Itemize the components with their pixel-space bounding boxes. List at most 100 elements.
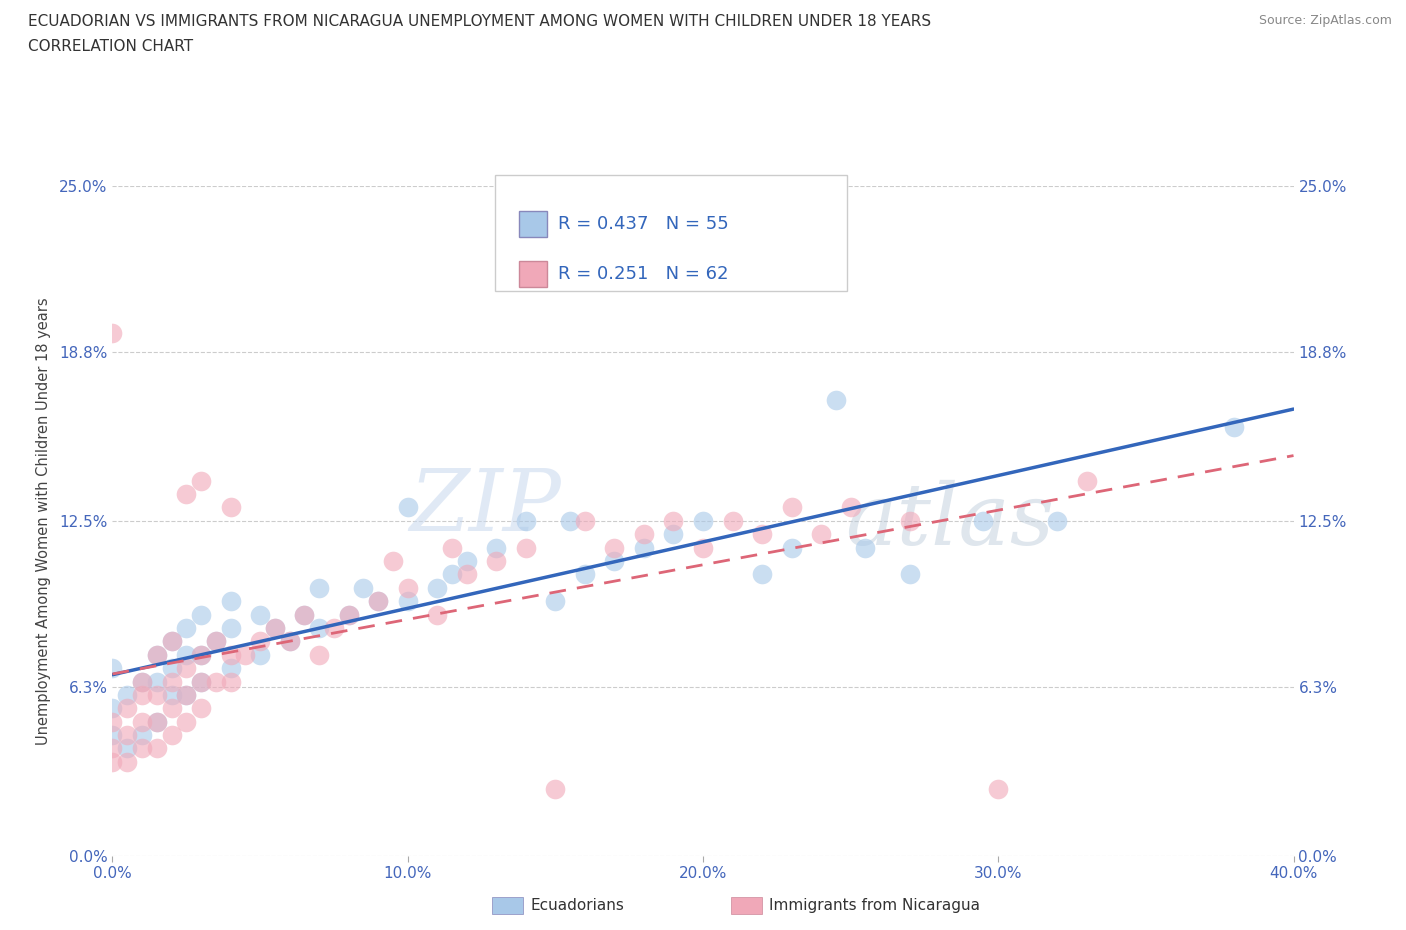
Point xyxy=(485,553,508,568)
Point xyxy=(544,781,567,796)
Point xyxy=(249,634,271,649)
Point xyxy=(146,647,169,662)
Point xyxy=(544,593,567,608)
Point xyxy=(352,580,374,595)
Point xyxy=(780,500,803,515)
Point xyxy=(973,513,995,528)
Point xyxy=(574,567,596,582)
Point xyxy=(264,620,287,635)
Point xyxy=(205,634,228,649)
Point xyxy=(249,647,271,662)
Point xyxy=(662,526,685,541)
Point xyxy=(160,701,183,716)
Text: R = 0.437   N = 55: R = 0.437 N = 55 xyxy=(558,216,730,233)
Point xyxy=(190,647,212,662)
Text: CORRELATION CHART: CORRELATION CHART xyxy=(28,39,193,54)
Point xyxy=(131,727,153,742)
Point xyxy=(101,326,124,340)
Point xyxy=(692,540,714,555)
Point xyxy=(190,607,212,622)
Point xyxy=(367,593,389,608)
Point xyxy=(721,513,744,528)
Point xyxy=(337,607,360,622)
Point xyxy=(662,513,685,528)
Point xyxy=(101,701,124,716)
Point xyxy=(117,687,138,702)
Point xyxy=(1076,473,1098,488)
Point xyxy=(146,674,169,689)
Text: R = 0.251   N = 62: R = 0.251 N = 62 xyxy=(558,265,728,283)
Point xyxy=(101,727,124,742)
Point xyxy=(633,540,655,555)
Point xyxy=(264,620,287,635)
Point xyxy=(174,714,197,729)
Point xyxy=(174,647,197,662)
Point xyxy=(117,754,138,769)
Point xyxy=(367,593,389,608)
Point xyxy=(987,781,1010,796)
Point xyxy=(456,553,478,568)
Point xyxy=(337,607,360,622)
Point xyxy=(292,607,315,622)
Point xyxy=(131,674,153,689)
Point xyxy=(233,647,256,662)
Point xyxy=(692,513,714,528)
Point xyxy=(323,620,346,635)
Point xyxy=(190,674,212,689)
Point xyxy=(117,727,138,742)
Point xyxy=(190,473,212,488)
Point xyxy=(146,741,169,756)
Point xyxy=(101,741,124,756)
Point xyxy=(101,660,124,675)
Point xyxy=(396,580,419,595)
Point xyxy=(117,701,138,716)
Point xyxy=(190,701,212,716)
Point xyxy=(810,526,832,541)
Point xyxy=(174,687,197,702)
Point xyxy=(146,714,169,729)
Point xyxy=(146,647,169,662)
Point xyxy=(1223,419,1246,434)
Point xyxy=(780,540,803,555)
Text: Immigrants from Nicaragua: Immigrants from Nicaragua xyxy=(769,898,980,913)
Point xyxy=(515,540,537,555)
Point xyxy=(131,687,153,702)
Point xyxy=(633,526,655,541)
Point xyxy=(515,513,537,528)
Point xyxy=(278,634,301,649)
Point xyxy=(101,714,124,729)
Point xyxy=(456,567,478,582)
Point xyxy=(308,580,330,595)
Point xyxy=(751,567,773,582)
Y-axis label: Unemployment Among Women with Children Under 18 years: Unemployment Among Women with Children U… xyxy=(37,297,51,745)
Point xyxy=(174,660,197,675)
Point xyxy=(603,553,626,568)
Point xyxy=(160,674,183,689)
Point xyxy=(441,540,464,555)
Point xyxy=(131,741,153,756)
Point xyxy=(396,593,419,608)
Point xyxy=(146,687,169,702)
Point xyxy=(131,674,153,689)
Point xyxy=(898,513,921,528)
Point xyxy=(146,714,169,729)
Point xyxy=(205,674,228,689)
Point xyxy=(1046,513,1069,528)
Point xyxy=(426,580,449,595)
Point xyxy=(249,607,271,622)
Point xyxy=(131,714,153,729)
Point xyxy=(160,634,183,649)
Point xyxy=(308,647,330,662)
Point xyxy=(426,607,449,622)
Point xyxy=(160,687,183,702)
Point xyxy=(190,647,212,662)
Text: Ecuadorians: Ecuadorians xyxy=(530,898,624,913)
Point xyxy=(485,540,508,555)
Point xyxy=(558,513,582,528)
Point xyxy=(219,647,242,662)
Point xyxy=(308,620,330,635)
Point xyxy=(292,607,315,622)
Point xyxy=(219,660,242,675)
Point xyxy=(219,674,242,689)
Text: atlas: atlas xyxy=(845,480,1054,562)
